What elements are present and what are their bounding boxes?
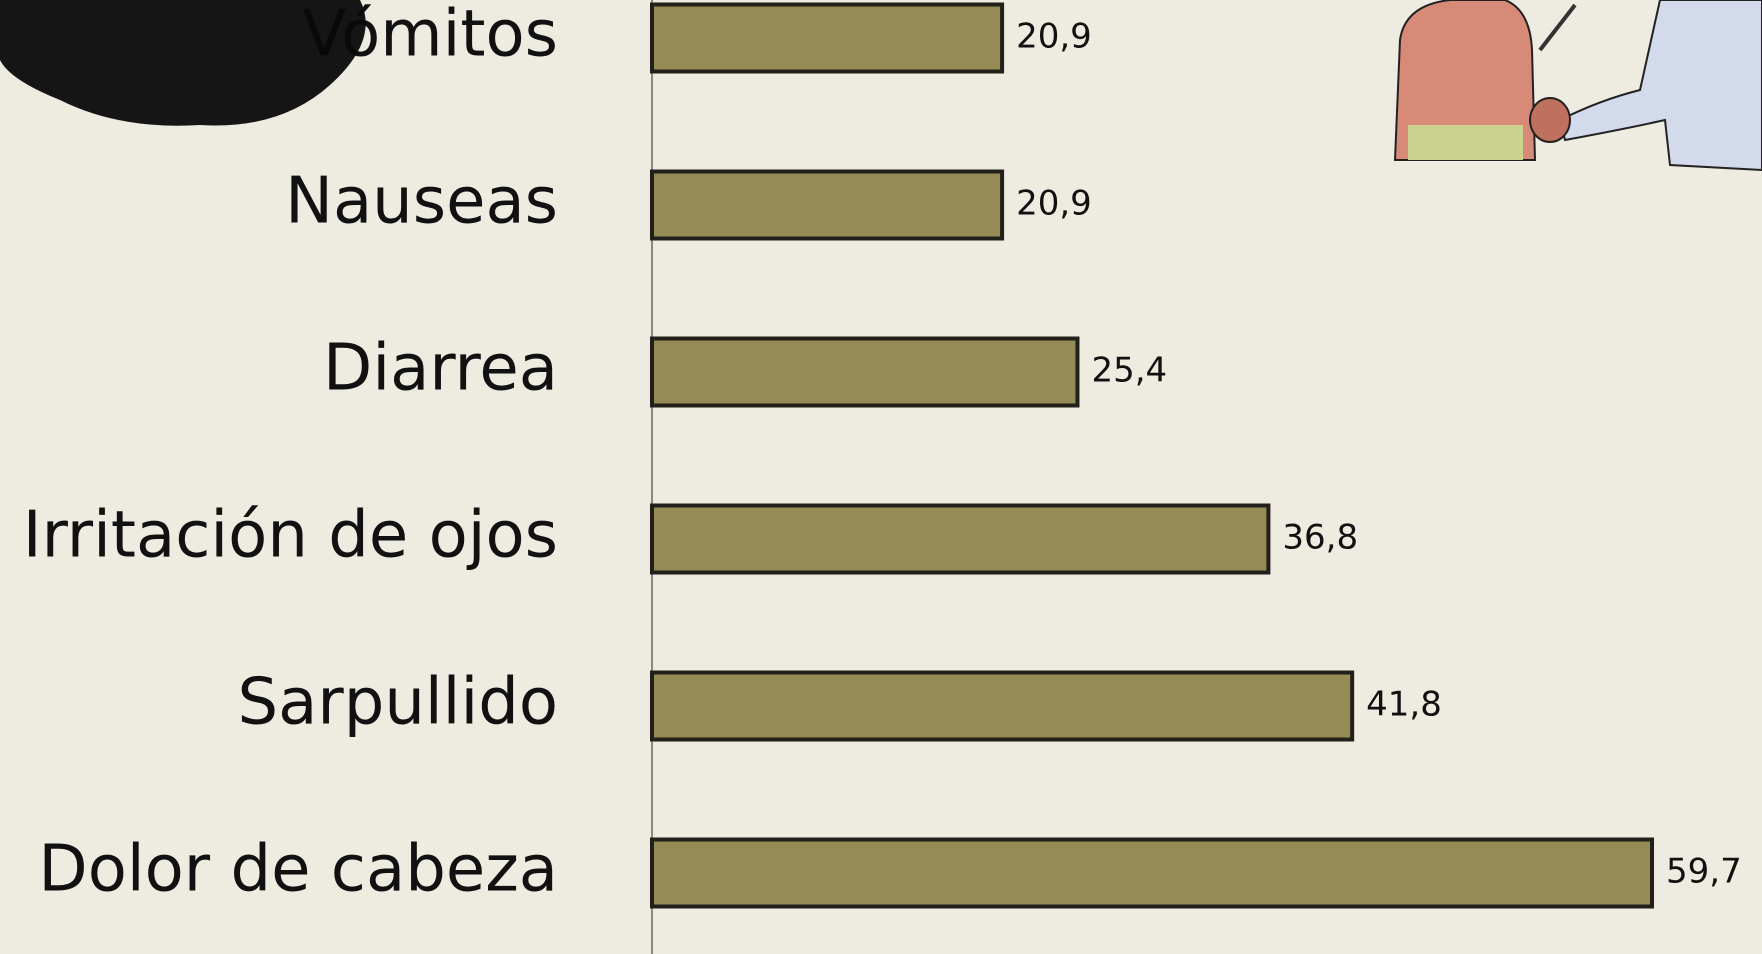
category-label: Diarrea	[323, 332, 558, 406]
value-label: 41,8	[1366, 685, 1442, 725]
category-label: Irritación de ojos	[23, 499, 558, 573]
bar	[652, 673, 1352, 740]
patient-clothes	[1408, 125, 1523, 160]
category-label: Sarpullido	[238, 666, 558, 740]
doctor-hand	[1530, 98, 1570, 142]
bar	[652, 172, 1002, 239]
value-label: 20,9	[1016, 184, 1092, 224]
bar	[652, 840, 1652, 907]
page: {"chart_data": {"type": "bar", "orientat…	[0, 0, 1762, 954]
bar	[652, 5, 1002, 72]
value-label: 59,7	[1666, 852, 1742, 892]
value-label: 36,8	[1282, 518, 1358, 558]
chart: Vómitos20,9Nauseas20,9Diarrea25,4Irritac…	[0, 0, 1762, 954]
ink-blob	[0, 0, 366, 126]
value-label: 20,9	[1016, 17, 1092, 57]
doctor-arm	[1560, 0, 1762, 170]
bar	[652, 339, 1077, 406]
bar	[652, 506, 1268, 573]
syringe	[1540, 5, 1575, 50]
value-label: 25,4	[1091, 351, 1167, 391]
category-label: Nauseas	[285, 165, 558, 239]
illustration	[1395, 0, 1762, 170]
category-label: Dolor de cabeza	[38, 833, 558, 907]
